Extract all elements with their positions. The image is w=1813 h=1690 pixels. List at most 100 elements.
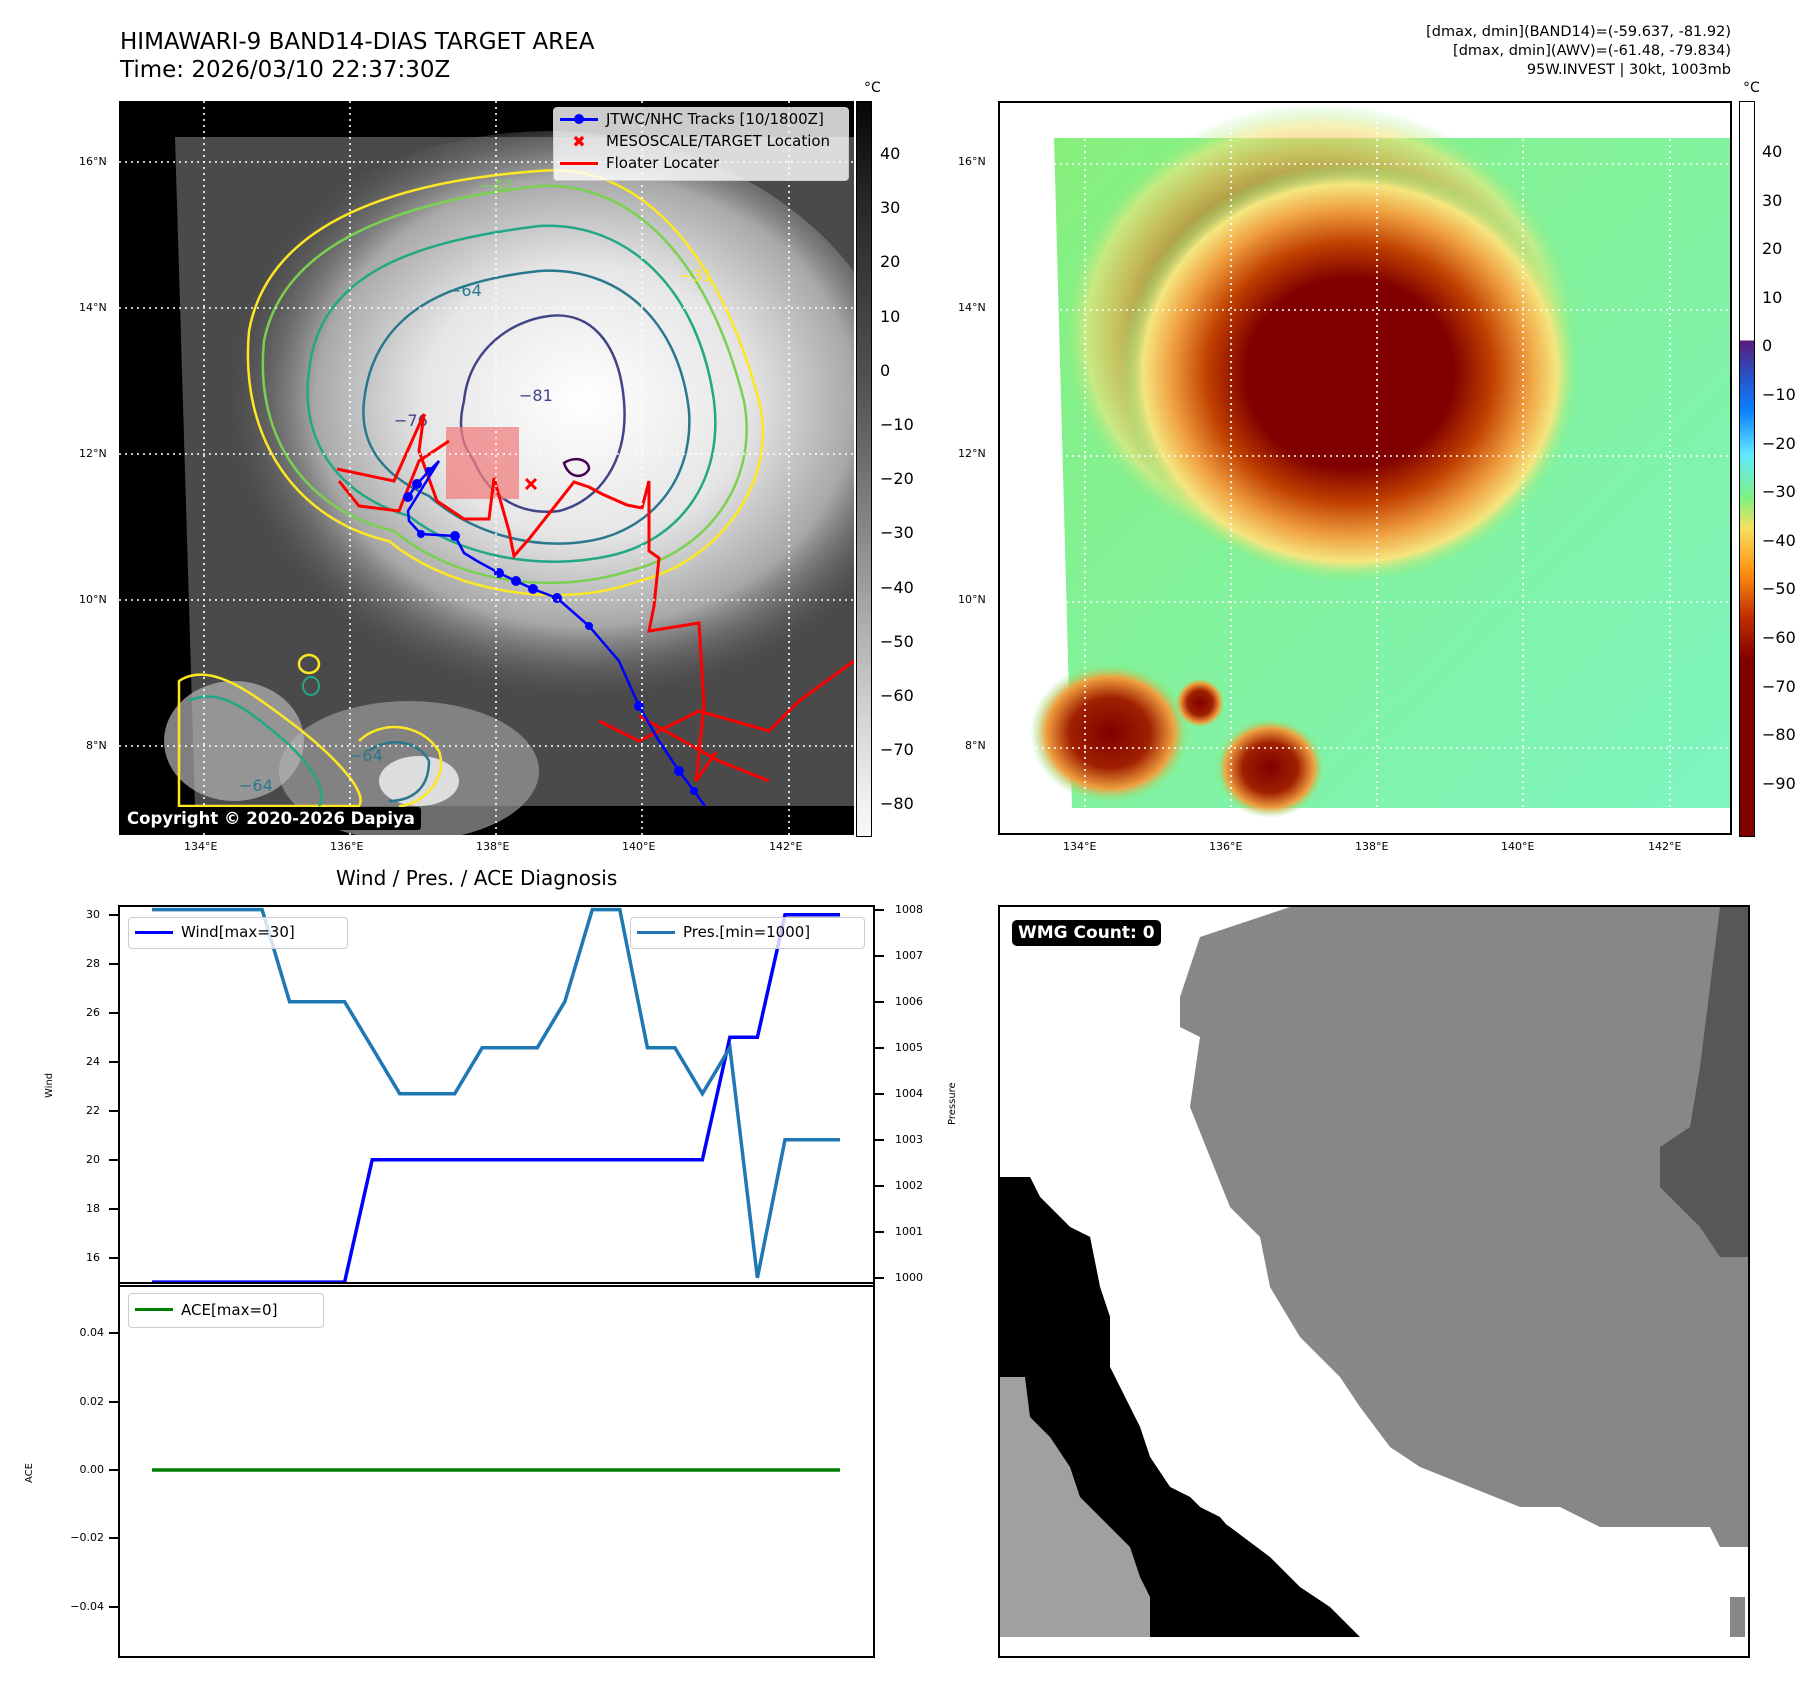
pressure-axis-label: Pressure [947, 1082, 958, 1125]
lat-tick: 12°N [79, 447, 107, 460]
tick-mark [109, 1332, 118, 1335]
legend-item-target-location: ✖ MESOSCALE/TARGET Location [554, 130, 848, 152]
lat-tick: 10°N [79, 593, 107, 606]
red-x-icon: ✖ [572, 131, 586, 151]
tick-mark [109, 1060, 118, 1063]
colorbar-tick: −20 [880, 469, 914, 489]
legend-item-floater-locater: Floater Locater [554, 152, 848, 174]
lon-tick: 142°E [769, 840, 803, 853]
ace-tick: 0.00 [79, 1463, 105, 1476]
contour-label: −81 [519, 386, 553, 405]
wind-tick: 24 [86, 1054, 100, 1068]
legend-label: MESOSCALE/TARGET Location [606, 132, 831, 150]
contour-teal [306, 224, 717, 563]
legend-item-wind: Wind[max=30] [129, 918, 347, 946]
pressure-tick: 1003 [895, 1132, 923, 1146]
colorbar-unit: °C [864, 80, 881, 96]
tick-mark [109, 1109, 118, 1112]
tick-mark [875, 1230, 884, 1233]
colorbar-tick: −30 [880, 523, 914, 543]
legend-item-pressure: Pres.[min=1000] [631, 918, 864, 946]
lon-tick: 136°E [330, 840, 364, 853]
copyright-badge: Copyright © 2020-2026 Dapiya [121, 807, 421, 830]
pressure-tick: 1005 [895, 1040, 923, 1054]
lon-tick: 136°E [1209, 840, 1243, 853]
tick-mark [109, 913, 118, 916]
colorbar-tick: −70 [1762, 676, 1796, 696]
lat-tick: 12°N [958, 447, 986, 460]
contour-label: −64 [448, 281, 482, 300]
awv-map-gridlines [1000, 103, 1730, 833]
wind-pressure-panel [118, 905, 875, 1287]
colorbar-tick: 0 [880, 360, 891, 380]
colorbar-unit: °C [1743, 80, 1760, 96]
cloud-shield [189, 131, 854, 731]
contour-label: −64 [239, 776, 273, 795]
contour-label: −64 [349, 746, 383, 765]
pressure-series-line [152, 907, 840, 1279]
colorbar-tick: −10 [1762, 385, 1796, 404]
wind-tick: 18 [86, 1201, 100, 1215]
tick-mark [875, 954, 884, 957]
wind-axis-label: Wind [44, 1072, 55, 1098]
wind-line-icon [135, 930, 173, 934]
tick-mark [109, 1400, 118, 1403]
lon-tick: 134°E [184, 840, 218, 853]
diagnosis-title: Wind / Pres. / ACE Diagnosis [336, 866, 618, 890]
colorbar-tick: 0 [1762, 336, 1773, 356]
tick-mark [875, 908, 884, 911]
colorbar-tick: −70 [880, 740, 914, 760]
band14-map-canvas: −64 −81 −31 −42 −76 −64 −64 [119, 101, 854, 835]
colorbar-tick: −60 [1762, 628, 1796, 647]
pressure-tick: 1008 [895, 902, 923, 916]
contour-dark-teal [362, 269, 691, 545]
colorbar-tick: −50 [1762, 579, 1796, 599]
pressure-tick: 1007 [895, 948, 923, 962]
legend-label: ACE[max=0] [181, 1300, 278, 1319]
figure-title: HIMAWARI-9 BAND14-DIAS TARGET AREA [120, 29, 595, 55]
ace-panel [118, 1282, 875, 1658]
pressure-tick: 1000 [895, 1270, 923, 1284]
wind-pressure-plot [152, 907, 840, 1284]
wmg-panel: WMG Count: 0 [998, 905, 1750, 1658]
colorbar-tick: 40 [880, 144, 901, 163]
floater-locater-track [336, 413, 718, 782]
pressure-tick: 1004 [895, 1086, 923, 1100]
tick-mark [109, 1011, 118, 1014]
colorbar-tick: 10 [1762, 287, 1783, 307]
lon-tick: 140°E [622, 840, 656, 853]
ace-tick: −0.02 [70, 1531, 104, 1545]
colorbar-tick: 30 [1762, 190, 1783, 210]
pressure-tick: 1006 [895, 994, 923, 1008]
wind-tick: 28 [86, 956, 100, 970]
mesoscale-box [446, 427, 519, 499]
tick-mark [109, 1256, 118, 1259]
lat-tick: 10°N [958, 593, 986, 606]
lon-tick: 134°E [1063, 840, 1097, 853]
tick-mark [875, 1276, 884, 1279]
legend-item-jtwc-tracks: JTWC/NHC Tracks [10/1800Z] [554, 108, 848, 130]
map-legend: JTWC/NHC Tracks [10/1800Z] ✖ MESOSCALE/T… [553, 107, 849, 181]
wind-tick: 26 [86, 1005, 100, 1019]
info-storm-summary: 95W.INVEST | 30kt, 1003mb [1526, 62, 1731, 78]
legend-item-ace: ACE[max=0] [129, 1294, 323, 1325]
ace-axis-label: ACE [24, 1463, 35, 1483]
awv-map [998, 101, 1732, 835]
info-awv-range: [dmax, dmin](AWV)=(-61.48, -79.834) [1453, 43, 1731, 59]
lat-tick: 8°N [86, 739, 107, 752]
colorbar-tick: −60 [880, 686, 914, 705]
tick-mark [875, 1000, 884, 1003]
grayscale-colorbar [856, 101, 872, 837]
tick-mark [109, 1158, 118, 1161]
wind-tick: 16 [86, 1250, 100, 1264]
colorbar-tick: 30 [880, 198, 901, 218]
ace-legend: ACE[max=0] [128, 1293, 324, 1328]
ace-tick: 0.04 [79, 1326, 105, 1340]
wind-tick: 30 [86, 907, 100, 921]
target-location-marker [524, 477, 538, 491]
pressure-line-icon [637, 930, 675, 934]
tick-mark [109, 1605, 118, 1608]
colorbar-tick: −80 [1762, 725, 1796, 745]
blue-dot-line-icon [560, 113, 598, 124]
colorbar-tick: 20 [1762, 239, 1783, 259]
